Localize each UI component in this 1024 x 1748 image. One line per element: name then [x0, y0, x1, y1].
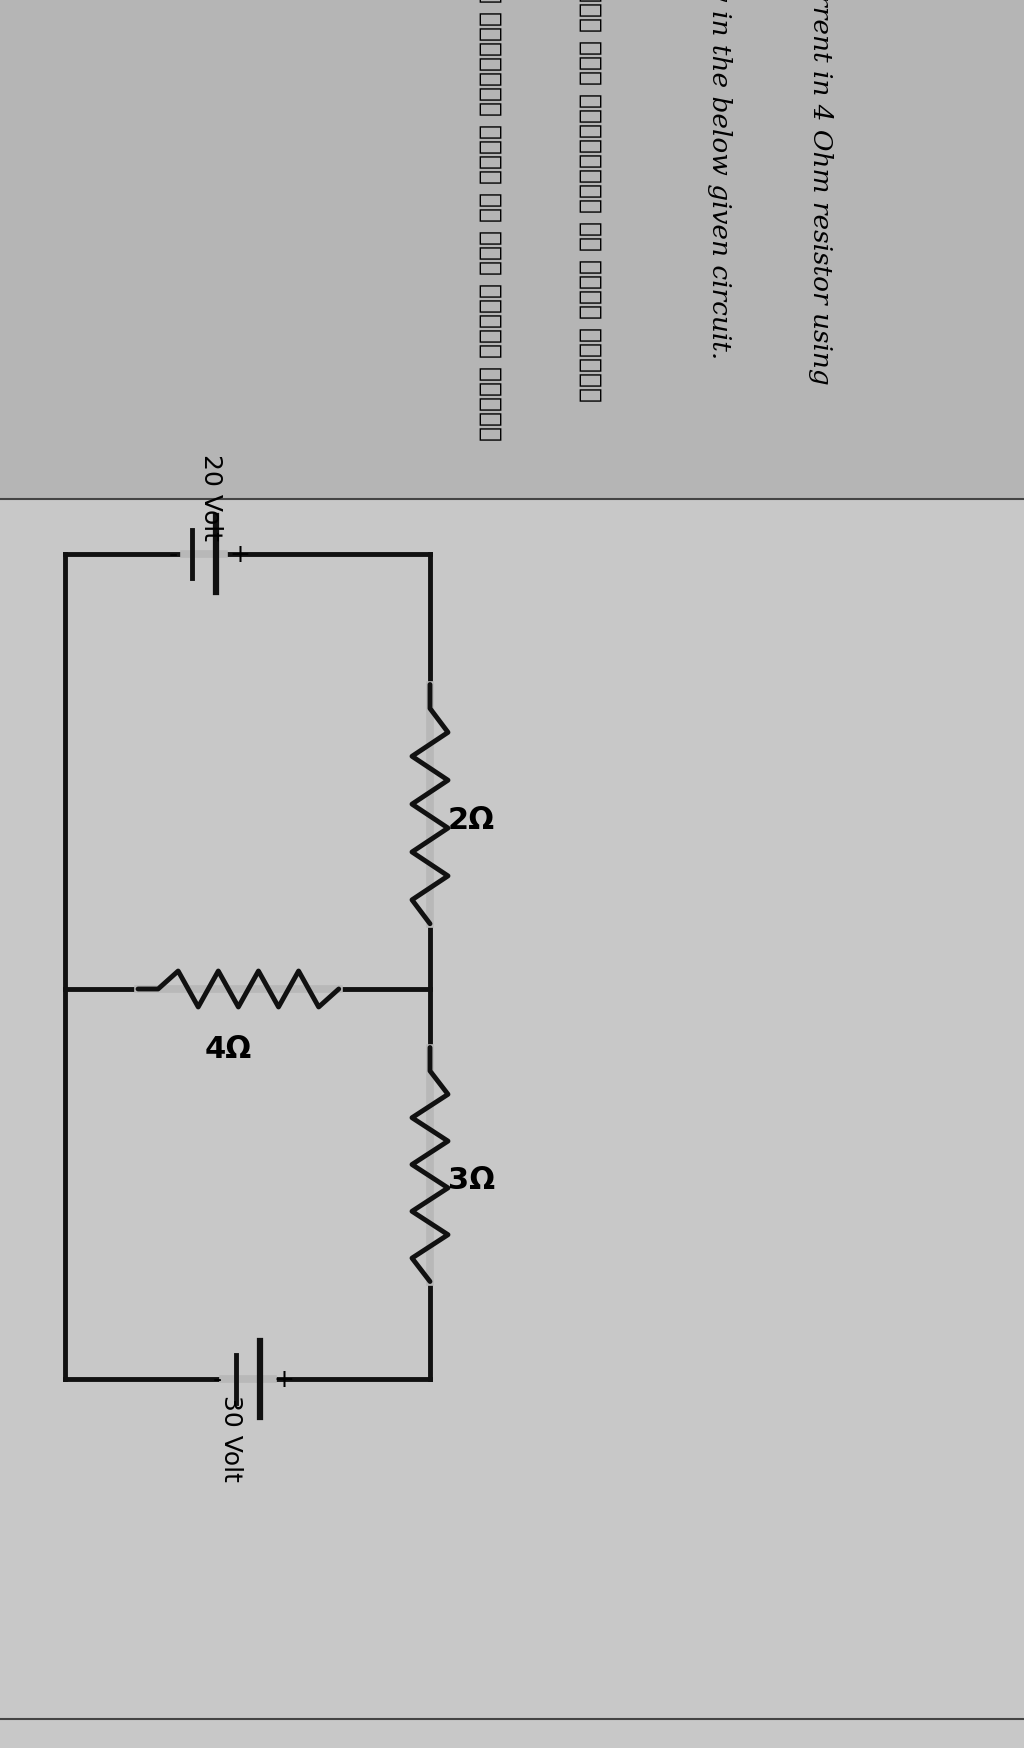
Text: Kirchhoff's law in the below given circuit.: Kirchhoff's law in the below given circu…	[708, 0, 732, 358]
Text: 20 Volt: 20 Volt	[199, 453, 222, 540]
Text: Calculate the current in 4 Ohm resistor using: Calculate the current in 4 Ohm resistor …	[808, 0, 833, 385]
Text: -: -	[169, 542, 178, 566]
Text: +: +	[229, 542, 251, 566]
Bar	[0, 0, 1024, 500]
Text: दर 4 ओम अवरोधक में विद्युत धारा का मान ज्ञात करें।: दर 4 ओम अवरोधक में विद्युत धारा का मान ज…	[478, 0, 502, 440]
Text: 3Ω: 3Ω	[449, 1166, 496, 1194]
Text: -: -	[212, 1367, 221, 1391]
Text: +: +	[273, 1367, 294, 1391]
Text: 4Ω: 4Ω	[205, 1035, 252, 1063]
Text: 2Ω: 2Ω	[449, 806, 496, 834]
Text: नीचे दिए गए परिपथ में किर्चहॉफ का नियम लगाकर: नीचे दिए गए परिपथ में किर्चहॉफ का नियम ल…	[578, 0, 602, 402]
Bar	[0, 500, 1024, 1748]
Text: 30 Volt: 30 Volt	[218, 1393, 243, 1481]
